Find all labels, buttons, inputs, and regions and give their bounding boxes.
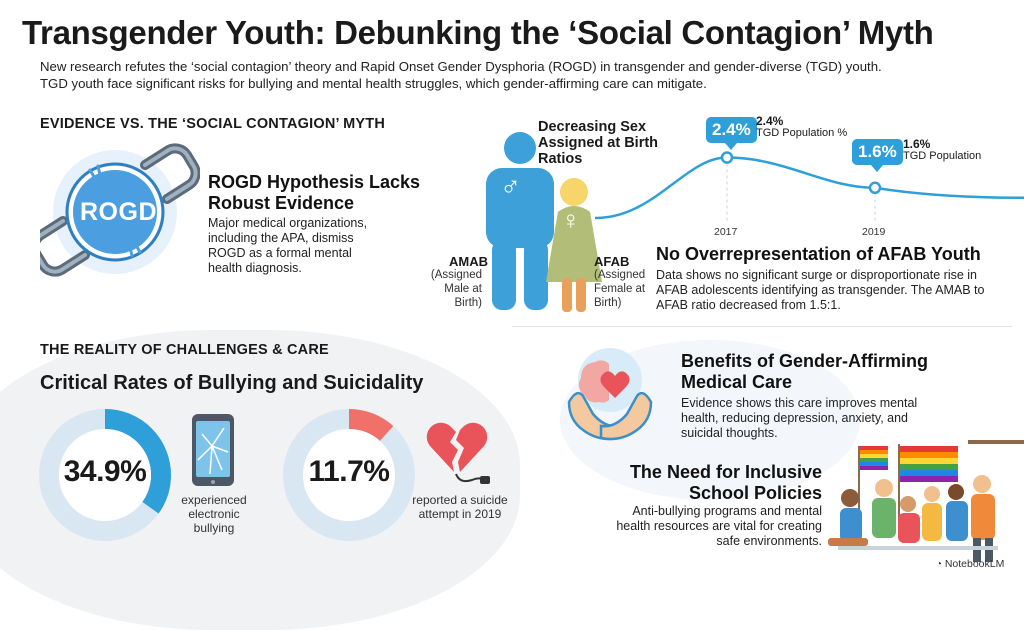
pride-flag-small xyxy=(860,446,888,470)
point-label-text-2019: TGD Population xyxy=(903,150,982,162)
page-title: Transgender Youth: Debunking the ‘Social… xyxy=(22,14,934,51)
rogd-title: ROGD Hypothesis Lacks Robust Evidence xyxy=(208,172,421,213)
afab-body: Data shows no significant surge or dispr… xyxy=(656,268,985,312)
x-tick-2017: 2017 xyxy=(714,226,738,238)
notebooklm-logo-icon: ◔ xyxy=(936,559,945,570)
care-body: Evidence shows this care improves mental… xyxy=(681,396,918,440)
evidence-section-heading: EVIDENCE VS. THE ‘SOCIAL CONTAGION’ MYTH xyxy=(40,116,386,132)
point-label-text-2017: TGD Population % xyxy=(756,127,848,139)
school-body: Anti-bullying programs and mental health… xyxy=(616,504,822,548)
bullying-percentage: 34.9% xyxy=(63,455,147,488)
reality-section-heading: THE REALITY OF CHALLENGES & CARE xyxy=(40,342,329,358)
sex-ratio-title: Decreasing Sex Assigned at Birth Ratios xyxy=(538,119,659,167)
data-point-2019 xyxy=(868,181,882,195)
rogd-body: Major medical organizations, including t… xyxy=(208,216,368,275)
students-pride-flags-illustration xyxy=(828,418,1024,565)
section-divider xyxy=(512,326,1012,327)
bullying-arc xyxy=(39,409,171,541)
series-line xyxy=(594,156,1024,220)
data-point-2017 xyxy=(720,151,734,164)
care-title: Benefits of Gender-Affirming Medical Car… xyxy=(681,351,929,392)
bullying-donut xyxy=(38,408,172,542)
intro-line-1: New research refutes the ‘social contagi… xyxy=(40,59,882,74)
tgd-population-chart xyxy=(594,110,1024,240)
intro-line-2: TGD youth face significant risks for bul… xyxy=(40,76,707,91)
suicide-donut xyxy=(282,408,416,542)
x-tick-2019: 2019 xyxy=(862,226,886,238)
school-title: The Need for Inclusive School Policies xyxy=(629,462,822,503)
amab-description: (Assigned Male at Birth) xyxy=(430,269,482,309)
bullying-label: experienced electronic bullying xyxy=(181,493,247,535)
hands-brain-heart-icon xyxy=(555,340,665,450)
amab-label: AMAB xyxy=(449,254,488,269)
rogd-broken-chain-icon xyxy=(29,140,201,285)
reality-subheading: Critical Rates of Bullying and Suicidali… xyxy=(40,372,424,394)
point-label-value-2017: 2.4% xyxy=(756,114,784,128)
point-tag-2019: 1.6% xyxy=(852,139,903,172)
male-symbol-icon: ♂ xyxy=(500,170,521,201)
intro-text: New research refutes the ‘social contagi… xyxy=(40,58,940,92)
broken-heart-plug-icon xyxy=(424,416,494,488)
point-label-value-2019: 1.6% xyxy=(903,137,931,151)
point-tag-2017: 2.4% xyxy=(706,117,757,150)
suicide-arc xyxy=(283,409,415,541)
rogd-icon-text: ROGD xyxy=(80,198,157,226)
amab-person-icon xyxy=(478,130,603,320)
footer-brand: ◔ NotebookLM xyxy=(936,558,1004,570)
suicide-percentage: 11.7% xyxy=(308,455,390,488)
cracked-phone-icon xyxy=(190,412,236,488)
afab-label: AFAB xyxy=(594,254,630,269)
suicide-label: reported a suicide attempt in 2019 xyxy=(412,493,508,521)
footer-brand-label: NotebookLM xyxy=(944,558,1005,570)
female-symbol-icon: ♀ xyxy=(561,205,581,235)
afab-description: (Assigned Female at Birth) xyxy=(594,269,646,309)
afab-title: No Overrepresentation of AFAB Youth xyxy=(656,244,981,264)
